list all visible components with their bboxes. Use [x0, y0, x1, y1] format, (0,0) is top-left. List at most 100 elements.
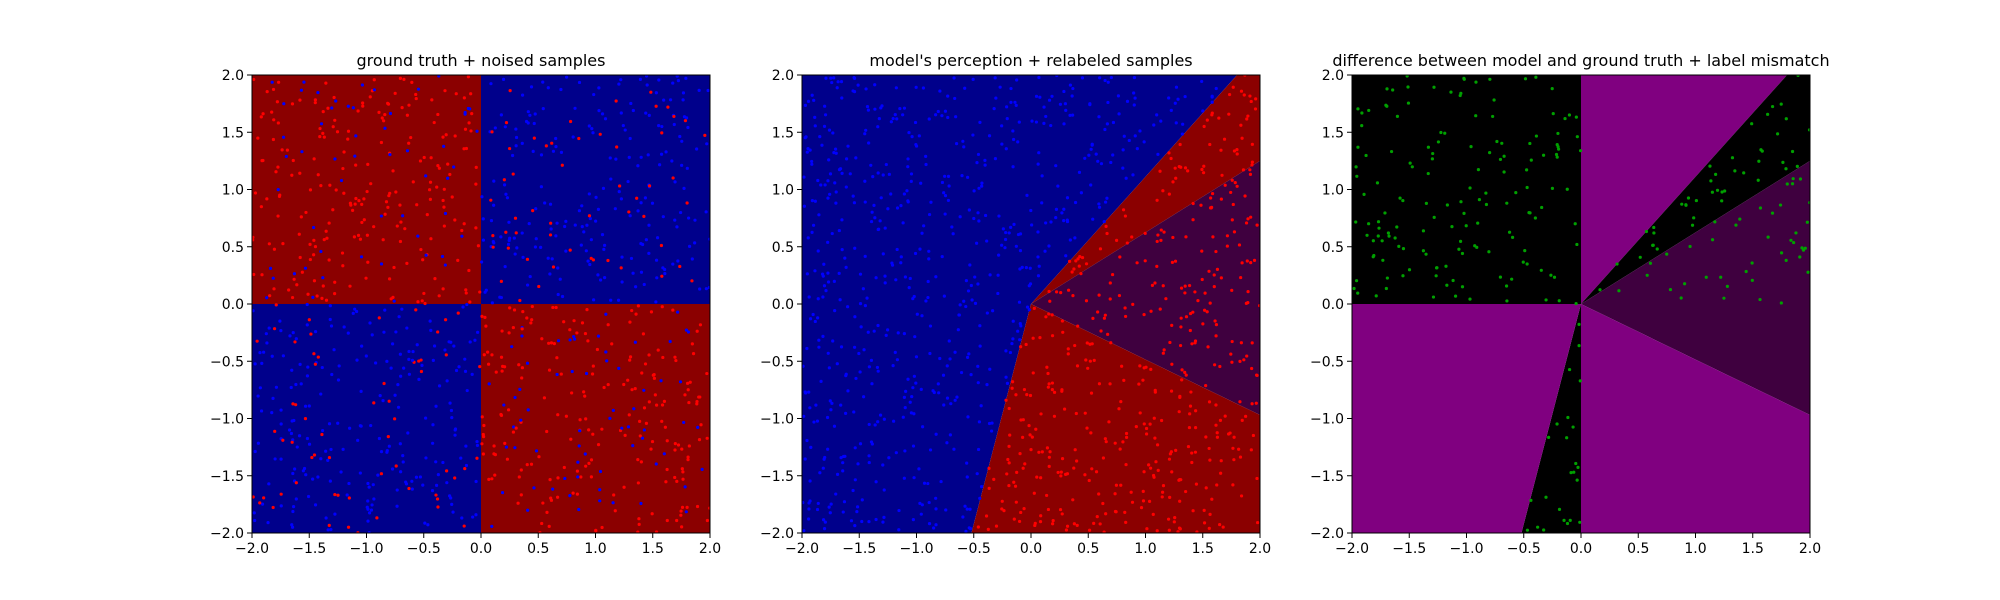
data-point	[1109, 341, 1113, 345]
data-point	[453, 218, 457, 222]
data-point	[466, 75, 470, 79]
data-point	[470, 372, 474, 376]
data-point	[327, 422, 332, 426]
data-point	[1424, 201, 1428, 206]
data-point	[639, 155, 643, 159]
data-point	[1047, 455, 1051, 459]
data-point	[839, 80, 844, 84]
data-point	[359, 255, 364, 259]
data-point	[284, 154, 288, 159]
data-point	[680, 163, 684, 167]
data-point	[386, 435, 390, 439]
data-point	[326, 528, 330, 532]
data-point	[290, 523, 294, 527]
data-point	[1352, 286, 1356, 291]
data-point	[895, 117, 899, 121]
data-point	[289, 385, 293, 390]
y-tick-label: −1.5	[210, 469, 244, 485]
data-point	[441, 287, 445, 291]
axes: −2.0 −1.5 −1.0 −0.5 0.0 0.5 1.0 1.5 2.0−2.0−1.5−…	[210, 68, 721, 557]
data-point	[618, 184, 622, 188]
data-point	[911, 386, 915, 390]
data-point	[1096, 310, 1100, 314]
data-point	[1184, 235, 1188, 239]
data-point	[1005, 105, 1009, 109]
data-point	[919, 181, 923, 185]
data-point	[1219, 197, 1223, 201]
data-point	[983, 158, 987, 162]
data-point	[346, 104, 350, 108]
data-point	[348, 426, 352, 430]
data-point	[680, 139, 684, 143]
data-point	[1108, 281, 1112, 285]
data-point	[1468, 186, 1472, 190]
data-point	[1187, 425, 1192, 430]
data-point	[878, 413, 883, 417]
data-point	[1155, 529, 1159, 533]
data-point	[913, 251, 918, 256]
data-point	[843, 454, 847, 458]
data-point	[631, 108, 635, 113]
data-point	[855, 505, 860, 509]
data-point	[805, 346, 809, 351]
data-point	[262, 350, 266, 354]
data-point	[333, 280, 337, 284]
data-point	[1172, 520, 1176, 524]
data-point	[803, 103, 808, 107]
data-point	[1204, 435, 1208, 439]
data-point	[534, 207, 538, 211]
data-point	[810, 199, 814, 203]
data-point	[826, 447, 830, 451]
data-point	[326, 106, 330, 110]
data-point	[587, 214, 592, 218]
data-point	[316, 355, 320, 359]
data-point	[690, 279, 694, 283]
data-point	[889, 120, 893, 124]
data-point	[474, 513, 478, 517]
panel-difference: difference between model and ground trut…	[1310, 51, 1830, 557]
data-point	[1458, 239, 1463, 243]
data-point	[659, 379, 663, 383]
data-point	[1098, 76, 1102, 80]
data-point	[1036, 230, 1040, 234]
data-point	[392, 299, 396, 303]
data-point	[956, 328, 960, 332]
data-point	[1574, 301, 1578, 306]
data-point	[876, 420, 880, 424]
data-point	[321, 276, 325, 280]
data-point	[931, 526, 936, 530]
data-point	[918, 247, 922, 251]
data-point	[1371, 255, 1375, 259]
data-point	[518, 298, 522, 303]
data-point	[563, 476, 567, 481]
data-point	[1770, 211, 1775, 215]
data-point	[851, 194, 855, 198]
data-point	[635, 196, 639, 200]
data-point	[519, 493, 523, 497]
data-point	[1193, 450, 1198, 454]
data-point	[1052, 414, 1057, 418]
data-point	[1569, 471, 1573, 475]
data-point	[626, 425, 631, 429]
data-point	[266, 521, 270, 525]
data-point	[351, 311, 355, 315]
data-point	[559, 150, 564, 154]
data-point	[1186, 169, 1190, 173]
x-tick-label: 0.0	[470, 541, 492, 557]
data-point	[489, 198, 493, 202]
data-point	[1156, 468, 1160, 473]
data-point	[862, 395, 866, 399]
data-point	[840, 96, 844, 100]
data-point	[550, 141, 554, 145]
data-point	[1464, 224, 1468, 228]
data-point	[874, 517, 878, 522]
data-point	[962, 145, 966, 149]
data-point	[589, 238, 593, 242]
data-point	[679, 210, 683, 215]
data-point	[1194, 482, 1199, 486]
data-point	[267, 242, 271, 246]
data-point	[991, 309, 995, 313]
data-point	[1212, 273, 1216, 277]
data-point	[493, 126, 497, 130]
data-point	[1386, 231, 1390, 235]
